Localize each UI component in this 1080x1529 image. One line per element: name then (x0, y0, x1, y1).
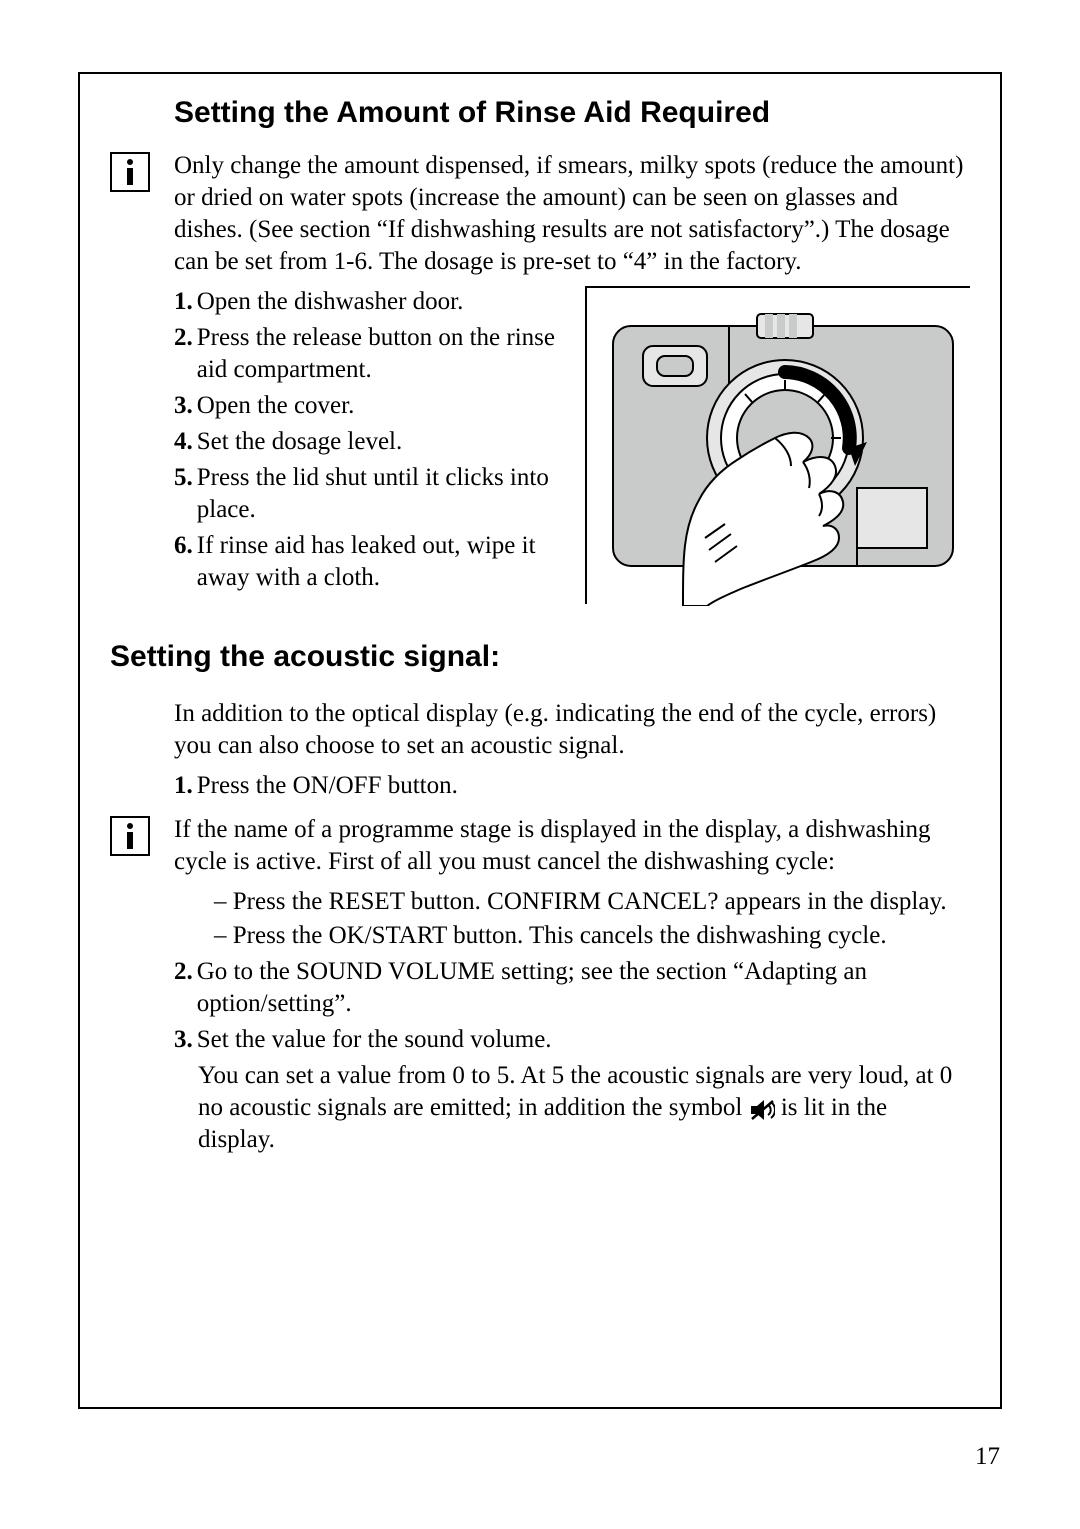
section-1-steps: 1.Open the dishwasher door. 2.Press the … (174, 286, 561, 598)
info-block-1: Only change the amount dispensed, if sme… (110, 150, 970, 278)
section-1-title: Setting the Amount of Rinse Aid Required (174, 96, 970, 130)
list-item: 1.Open the dishwasher door. (174, 286, 561, 318)
list-item: 6.If rinse aid has leaked out, wipe it a… (174, 530, 561, 594)
mute-icon (749, 1098, 775, 1120)
list-item: 2.Press the release button on the rinse … (174, 322, 561, 386)
step3-details: You can set a value from 0 to 5. At 5 th… (198, 1060, 970, 1156)
page-number: 17 (975, 1443, 1000, 1471)
page-content: Setting the Amount of Rinse Aid Required… (110, 96, 970, 1156)
section-2-title: Setting the acoustic signal: (110, 640, 970, 674)
list-item: 2.Go to the SOUND VOLUME setting; see th… (174, 956, 970, 1020)
info-block-2: If the name of a programme stage is disp… (110, 814, 970, 878)
sub-step-b: – Press the OK/START button. This cancel… (214, 920, 970, 952)
section-2-intro: In addition to the optical display (e.g.… (174, 698, 970, 762)
list-item: 1.Press the ON/OFF button. (174, 770, 970, 802)
list-item: 5.Press the lid shut until it clicks int… (174, 462, 561, 526)
info-2-text: If the name of a programme stage is disp… (174, 814, 970, 878)
list-item: 3.Set the value for the sound volume. (174, 1024, 970, 1056)
info-icon (110, 816, 150, 856)
info-icon (110, 152, 150, 192)
rinse-aid-figure (585, 286, 970, 604)
info-1-text: Only change the amount dispensed, if sme… (174, 150, 970, 278)
section-1-body: 1.Open the dishwasher door. 2.Press the … (110, 286, 970, 604)
list-item: 3.Open the cover. (174, 390, 561, 422)
sub-step-a: – Press the RESET button. CONFIRM CANCEL… (214, 886, 970, 918)
page-frame: Setting the Amount of Rinse Aid Required… (78, 72, 1002, 1409)
list-item: 4.Set the dosage level. (174, 426, 561, 458)
